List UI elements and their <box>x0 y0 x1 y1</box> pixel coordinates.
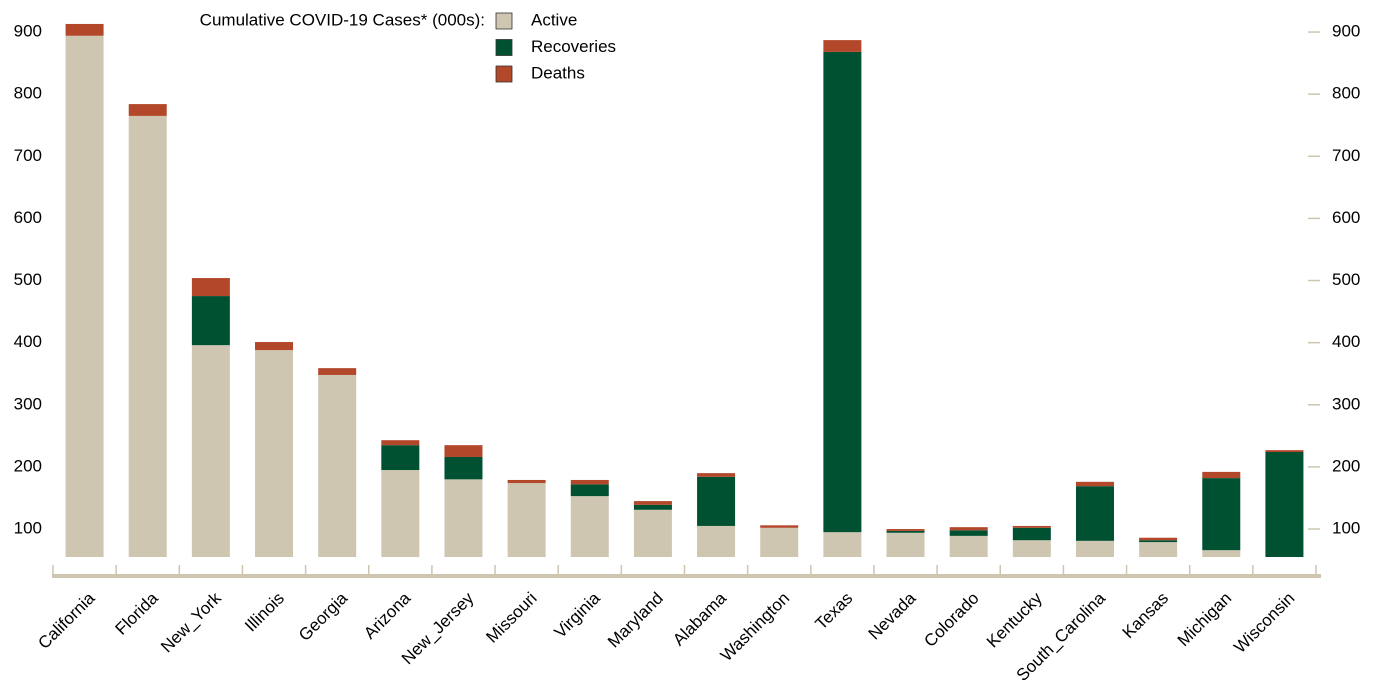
bar-segment <box>65 35 104 557</box>
bar-segment <box>949 535 988 557</box>
x-tick-label: Colorado <box>920 589 982 651</box>
bar-segment <box>507 483 546 557</box>
bar-segment <box>1202 550 1241 557</box>
x-tick-label: Kansas <box>1119 589 1173 643</box>
bar-segment <box>128 115 167 557</box>
bar-segment <box>1202 478 1241 551</box>
x-tick-label: Virginia <box>550 588 604 642</box>
bar-segment <box>381 470 420 557</box>
bar-segment <box>697 473 736 477</box>
y2-tick-label: 500 <box>1332 270 1360 289</box>
x-tick-label: Nevada <box>865 588 920 643</box>
x-tick-label: Arizona <box>360 588 415 643</box>
legend-label: Active <box>531 10 577 29</box>
y2-tick-label: 300 <box>1332 394 1360 413</box>
bar-segment <box>760 527 799 557</box>
bar-segment <box>1202 471 1241 479</box>
bar-segment <box>1265 452 1304 557</box>
bar-segment <box>886 532 925 557</box>
legend-swatch <box>495 39 513 56</box>
y2-tick-label: 900 <box>1332 22 1360 41</box>
x-tick-label: Washington <box>717 589 793 665</box>
bar-segment <box>823 40 862 52</box>
y-tick-label: 400 <box>14 332 42 351</box>
bar-segment <box>65 23 104 36</box>
y2-tick-label: 700 <box>1332 146 1360 165</box>
y-tick-label: 300 <box>14 394 42 413</box>
bar-segment <box>697 476 736 526</box>
bar-segment <box>444 445 483 457</box>
bar-segment <box>1012 525 1051 528</box>
bar-segment <box>760 525 799 528</box>
x-tick-label: Alabama <box>669 588 730 649</box>
x-tick-label: Wisconsin <box>1230 589 1298 657</box>
bar-segment <box>1139 542 1178 557</box>
bar-segment <box>128 104 167 116</box>
bar-segment <box>886 529 925 531</box>
bar-segment <box>570 479 609 485</box>
bar-segment <box>697 525 736 557</box>
x-tick-label: California <box>34 588 99 653</box>
bar-segment <box>507 479 546 484</box>
bar-segment <box>191 345 230 557</box>
bar-segment <box>823 532 862 557</box>
bar-segment <box>570 484 609 497</box>
bar-segment <box>1265 450 1304 453</box>
y-tick-label: 100 <box>14 519 42 538</box>
legend-label: Recoveries <box>531 37 616 56</box>
y-tick-label: 600 <box>14 208 42 227</box>
y-tick-label: 500 <box>14 270 42 289</box>
bar-segment <box>1139 540 1178 543</box>
x-tick-label: Missouri <box>482 589 540 647</box>
y2-tick-label: 400 <box>1332 332 1360 351</box>
bar-segment <box>381 445 420 471</box>
y2-tick-label: 600 <box>1332 208 1360 227</box>
bar-segment <box>1012 540 1051 557</box>
x-tick-label: Texas <box>812 589 857 634</box>
x-tick-label: Maryland <box>604 589 667 652</box>
x-tick-label: Georgia <box>295 588 352 645</box>
bar-segment <box>318 368 357 375</box>
y-tick-label: 200 <box>14 456 42 475</box>
x-tick-label: Michigan <box>1174 589 1236 651</box>
x-tick-label: New_York <box>157 588 225 656</box>
bar-segment <box>1139 537 1178 541</box>
bar-segment <box>1075 540 1114 557</box>
legend-swatch <box>495 65 513 83</box>
x-tick-label: Illinois <box>241 589 288 636</box>
bar-segment <box>255 350 294 557</box>
bar-segment <box>633 501 672 505</box>
bar-segment <box>570 496 609 557</box>
bar-segment <box>191 296 230 346</box>
bar-segment <box>949 530 988 536</box>
x-tick-label: Florida <box>112 588 163 639</box>
x-tick-label: Kentucky <box>983 588 1046 651</box>
bar-segment <box>444 479 483 557</box>
bar-segment <box>823 51 862 533</box>
bar-segment <box>1075 481 1114 487</box>
bar-segment <box>1012 527 1051 541</box>
bar-segment <box>886 530 925 533</box>
bars <box>65 23 1304 557</box>
bar-segment <box>1075 486 1114 541</box>
y-tick-label: 900 <box>14 22 42 41</box>
bar-segment <box>381 440 420 446</box>
bar-segment <box>949 527 988 531</box>
y2-tick-label: 100 <box>1332 519 1360 538</box>
legend-swatch <box>495 12 513 30</box>
y-tick-label: 800 <box>14 84 42 103</box>
legend-label: Deaths <box>531 63 585 82</box>
legend-title: Cumulative COVID-19 Cases* (000s): <box>200 10 485 29</box>
bar-segment <box>191 278 230 297</box>
y2-tick-label: 800 <box>1332 84 1360 103</box>
y2-tick-label: 200 <box>1332 456 1360 475</box>
bar-segment <box>318 374 357 557</box>
bar-segment <box>633 504 672 510</box>
bar-segment <box>444 456 483 480</box>
bar-segment <box>255 342 294 351</box>
y-tick-label: 700 <box>14 146 42 165</box>
bar-segment <box>633 509 672 557</box>
